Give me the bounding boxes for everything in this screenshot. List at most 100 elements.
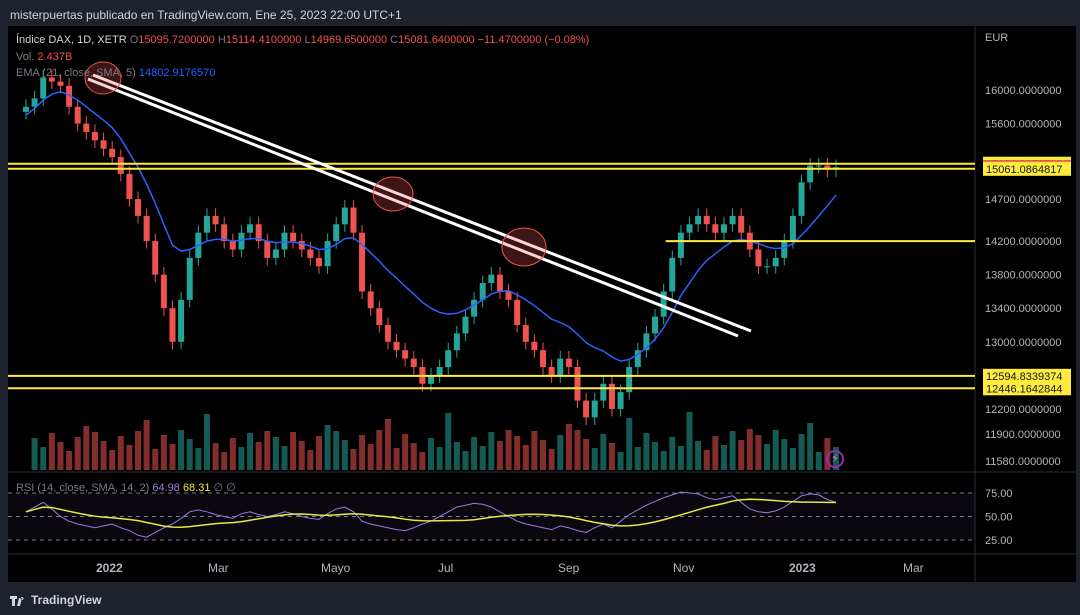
candle-body: [548, 366, 555, 376]
close-value: 15081.6400000: [398, 34, 475, 46]
candle-body: [402, 350, 409, 359]
volume-bar: [428, 438, 434, 470]
volume-bar: [66, 451, 73, 470]
candle-body: [643, 333, 650, 351]
candle-body: [91, 131, 98, 141]
currency-label[interactable]: EUR: [985, 32, 1009, 44]
candle-body: [290, 232, 297, 242]
highlight-circle: [501, 227, 547, 267]
price-tag-label: 12594.8339374: [986, 371, 1062, 383]
candle-body: [40, 77, 47, 99]
volume-bar: [40, 447, 47, 470]
candle-body: [720, 224, 727, 233]
candle-body: [738, 215, 745, 233]
candle-body: [807, 165, 814, 183]
price-tick-label: 16000.0000000: [985, 85, 1061, 97]
candle-body: [247, 224, 254, 233]
candle-body: [376, 308, 383, 326]
volume-bar: [617, 452, 624, 470]
volume-bar: [169, 444, 176, 470]
candle-body: [600, 383, 607, 401]
volume-bar: [712, 436, 719, 470]
volume-bar: [419, 452, 426, 470]
time-tick-label: Jul: [438, 561, 453, 575]
price-tick-label: 13800.0000000: [985, 270, 1061, 282]
volume-bar: [471, 437, 478, 470]
volume-bar: [350, 449, 357, 470]
candle-body: [471, 299, 478, 317]
volume-bar: [746, 429, 753, 470]
candle-body: [445, 350, 452, 367]
candle-body: [436, 366, 443, 376]
volume-bar: [221, 452, 228, 470]
change-value: −11.4700000 (−0.08%): [477, 34, 590, 46]
volume-bar: [677, 446, 684, 470]
volume-bar: [565, 424, 572, 470]
price-chart[interactable]: 16000.0000000 15600.0000000 14700.0000000 1…: [8, 26, 1076, 582]
volume-bar: [238, 447, 245, 470]
candle-body: [324, 241, 331, 267]
volume-bar: [669, 437, 676, 470]
candle-body: [798, 182, 805, 216]
time-tick-label: Mar: [903, 561, 924, 575]
time-tick-label: 2023: [789, 561, 816, 575]
volume-bar: [505, 430, 512, 470]
volume-label[interactable]: Vol.: [16, 51, 35, 63]
volume-bar: [410, 443, 417, 470]
candle-body: [617, 392, 624, 409]
candle-body: [143, 215, 150, 242]
candle-body: [505, 291, 512, 300]
plot-area: [8, 26, 975, 582]
volume-bar: [315, 436, 322, 470]
price-tick-label: 15600.0000000: [985, 119, 1061, 131]
volume-bar: [583, 439, 590, 470]
candle-body: [772, 257, 779, 267]
low-value: 14969.6500000: [310, 34, 388, 46]
candle-body: [755, 249, 762, 267]
footer-brand[interactable]: TradingView: [10, 592, 101, 608]
brand-name: TradingView: [31, 593, 102, 607]
rsi-legend: RSI (14, close, SMA, 14, 2) 64.98 68.31 …: [16, 481, 236, 495]
rsi-tick-label: 25.00: [985, 535, 1013, 547]
rsi-label[interactable]: RSI (14, close, SMA, 14, 2): [16, 482, 150, 494]
ema-label[interactable]: EMA (21, close, SMA, 5): [16, 67, 136, 79]
candle-body: [367, 291, 374, 309]
time-tick-label: Nov: [673, 561, 694, 575]
candle-body: [264, 241, 271, 258]
volume-bar: [453, 442, 460, 470]
candle-body: [634, 350, 641, 367]
level-price-badge: [983, 161, 1071, 176]
volume-bar: [281, 446, 288, 470]
volume-bar: [643, 433, 650, 470]
candle-body: [169, 308, 176, 342]
candle-body: [660, 291, 667, 317]
candle-body: [238, 232, 245, 250]
candle-body: [764, 266, 771, 268]
symbol-name[interactable]: Índice DAX, 1D, XETR: [16, 34, 127, 46]
time-tick-label: 2022: [96, 561, 123, 575]
volume-bar: [229, 438, 236, 470]
flash-icon[interactable]: ⚡: [826, 450, 844, 468]
volume-bar: [557, 435, 564, 470]
volume-bar: [264, 431, 271, 470]
volume-bar: [738, 440, 745, 470]
candle-body: [514, 299, 521, 326]
candle-body: [350, 207, 357, 233]
volume-legend: Vol. 2.437B: [16, 50, 72, 64]
volume-bar: [290, 432, 297, 470]
rsi-extra: ∅ ∅: [213, 482, 236, 494]
volume-bar: [695, 441, 702, 470]
ema-line: [25, 90, 837, 362]
chart-panel[interactable]: 16000.0000000 15600.0000000 14700.0000000 1…: [8, 26, 1076, 582]
volume-bar: [384, 419, 391, 470]
candle-body: [531, 341, 538, 351]
volume-bar: [100, 441, 107, 470]
rsi-ma-value: 68.31: [182, 482, 211, 494]
publisher-line: misterpuertas publicado en TradingView.c…: [10, 8, 402, 22]
volume-bar: [781, 439, 788, 470]
high-value: 15114.4100000: [225, 34, 302, 46]
candle-body: [824, 165, 831, 170]
volume-bar: [178, 430, 185, 470]
volume-bar: [307, 450, 314, 470]
low-label: L: [304, 34, 311, 46]
